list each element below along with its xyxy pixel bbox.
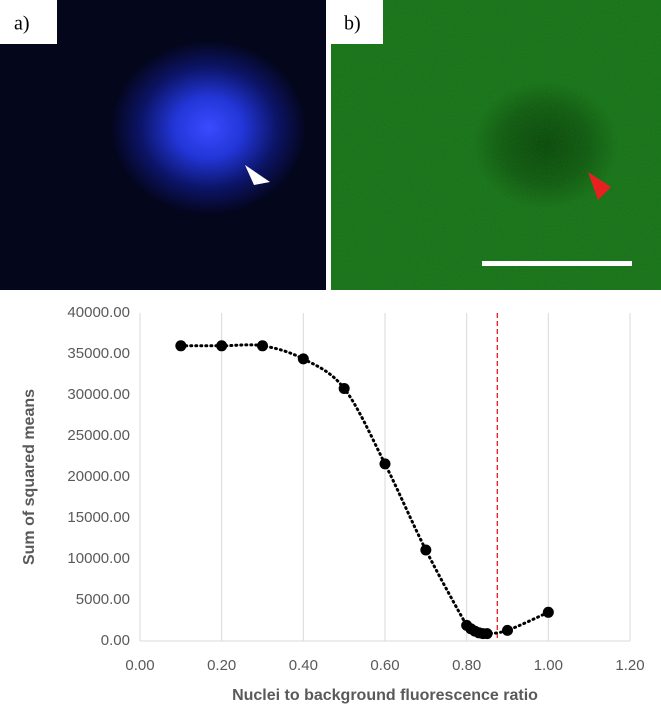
panel-label: a)	[14, 13, 30, 35]
panel-b-noise	[331, 0, 661, 290]
panel-b: b)	[331, 0, 661, 290]
point	[338, 382, 350, 394]
y-axis-title: Sum of squared means	[21, 389, 38, 565]
y-tick-label: 35000.00	[67, 345, 130, 362]
y-tick-label: 25000.00	[67, 427, 130, 444]
x-axis-title: Nuclei to background fluorescence ratio	[232, 687, 538, 704]
x-tick-label: 1.00	[534, 657, 563, 674]
chart: Sum of squared means Nuclei to backgroun…	[21, 304, 644, 704]
y-tick-label: 40000.00	[67, 304, 130, 321]
x-tick-label: 1.20	[615, 657, 644, 674]
y-tick-label: 30000.00	[67, 386, 130, 403]
y-tick-label: 15000.00	[67, 509, 130, 526]
panel-label-box	[0, 0, 57, 44]
panel-label: b)	[344, 13, 361, 35]
x-tick-label: 0.20	[207, 657, 236, 674]
scale-bar	[482, 261, 632, 266]
panel-a: a)	[0, 0, 326, 290]
x-tick-label: 0.00	[125, 657, 154, 674]
point	[542, 606, 554, 618]
arrowhead	[588, 172, 611, 200]
point	[502, 624, 513, 636]
y-tick-label: 10000.00	[67, 550, 130, 567]
y-tick-label: 5000.00	[76, 591, 130, 608]
point	[257, 340, 268, 352]
x-tick-label: 0.60	[370, 657, 399, 674]
y-tick-label: 0.00	[101, 632, 130, 649]
point	[481, 628, 493, 640]
point	[297, 353, 309, 365]
point	[175, 340, 187, 352]
point	[379, 458, 391, 470]
y-tick-label: 20000.00	[67, 468, 130, 485]
point	[216, 340, 228, 352]
trend-line	[179, 343, 550, 636]
arrowhead	[245, 165, 270, 185]
x-tick-label: 0.80	[452, 657, 481, 674]
x-tick-label: 0.40	[289, 657, 318, 674]
point	[420, 544, 432, 556]
panel-a-image	[0, 0, 326, 290]
panel-label-box	[331, 0, 383, 44]
